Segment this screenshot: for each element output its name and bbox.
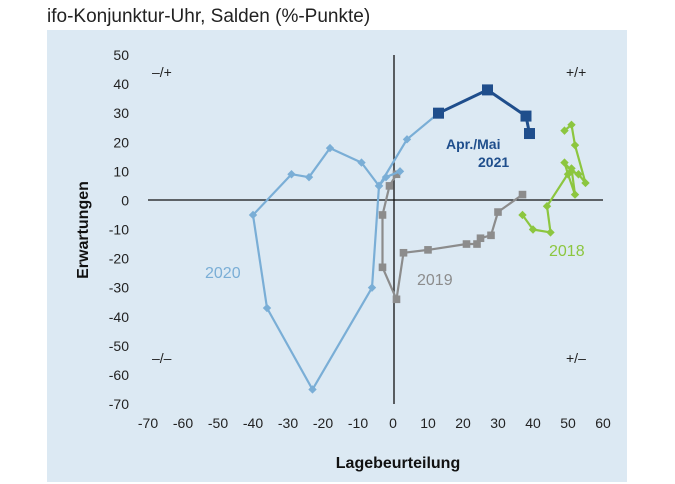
- quadrant-label-bottom-left: –/–: [152, 350, 172, 366]
- x-tick-label: 0: [389, 415, 397, 431]
- y-tick-label: 30: [113, 105, 129, 121]
- data-point: [560, 126, 569, 135]
- x-tick-label: 50: [560, 415, 576, 431]
- y-tick-label: 0: [121, 192, 129, 208]
- y-tick-label: -30: [109, 280, 129, 296]
- data-point: [473, 240, 481, 248]
- series-line-2020: [251, 112, 440, 391]
- x-tick-label: -20: [313, 415, 333, 431]
- y-axis-label: Erwartungen: [75, 181, 92, 279]
- data-point: [287, 170, 296, 179]
- data-point: [367, 283, 377, 292]
- data-point: [528, 225, 538, 234]
- data-point: [476, 234, 485, 243]
- data-point: [325, 143, 335, 153]
- x-tick-label: -70: [138, 415, 158, 431]
- y-tick-label: 20: [113, 134, 129, 150]
- y-tick-label: -50: [109, 338, 129, 354]
- x-tick-label: -40: [243, 415, 263, 431]
- data-point: [374, 181, 384, 191]
- data-point: [248, 210, 258, 220]
- data-point: [560, 158, 569, 167]
- data-point: [378, 211, 387, 219]
- data-point: [518, 210, 527, 220]
- data-point: [402, 135, 412, 144]
- x-tick-label: 30: [490, 415, 506, 431]
- axes-group: [148, 55, 603, 404]
- quadrant-label-top-right: +/+: [566, 64, 586, 80]
- y-tick-label: -70: [109, 396, 129, 412]
- data-point: [494, 208, 502, 216]
- series-label-2021-line1: Apr./Mai: [446, 136, 500, 152]
- series-label-2019: 2019: [417, 272, 453, 289]
- x-tick-label: 10: [420, 415, 436, 431]
- data-point: [542, 202, 552, 211]
- x-tick-label: -10: [348, 415, 368, 431]
- series-line-2018: [521, 123, 587, 234]
- x-tick-labels: -70 -60 -50 -40 -30 -20 -10 0 10 20 30 40 50 60: [138, 415, 611, 431]
- data-point: [424, 246, 432, 254]
- y-tick-label: -10: [109, 222, 129, 238]
- x-tick-label: -50: [208, 415, 228, 431]
- data-point: [518, 190, 527, 199]
- data-point: [487, 231, 495, 240]
- y-tick-label: -20: [109, 251, 129, 267]
- series-label-2018: 2018: [549, 243, 585, 260]
- data-point: [357, 158, 366, 167]
- data-point: [395, 167, 405, 176]
- y-tick-label: 40: [113, 76, 129, 92]
- x-tick-label: 40: [525, 415, 541, 431]
- x-tick-label: -60: [173, 415, 193, 431]
- y-tick-label: 50: [113, 47, 129, 63]
- series-2020: [248, 108, 443, 394]
- data-point: [433, 107, 444, 119]
- data-point: [570, 190, 580, 199]
- data-point: [520, 110, 532, 122]
- series-apr-mai-2021: [433, 84, 535, 140]
- data-point: [385, 182, 394, 190]
- data-point: [574, 170, 583, 179]
- y-tick-label: -40: [109, 309, 129, 325]
- y-tick-labels: -70 -60 -50 -40 -30 -20 -10 0 10 20 30 40 50: [109, 47, 129, 412]
- data-point: [378, 263, 387, 272]
- data-point: [392, 295, 401, 304]
- data-point: [304, 172, 314, 182]
- data-point: [392, 170, 401, 179]
- data-point: [399, 248, 408, 257]
- series-2019: [378, 170, 527, 304]
- quadrant-label-top-left: –/+: [152, 64, 172, 80]
- data-point: [567, 120, 576, 129]
- series-2018: [518, 120, 590, 237]
- series-line-apr-mai-2021: [437, 88, 531, 134]
- series-label-2020: 2020: [205, 265, 241, 282]
- quadrant-label-bottom-right: +/–: [566, 350, 586, 366]
- data-point: [482, 84, 493, 96]
- chart-title: ifo-Konjunktur-Uhr, Salden (%-Punkte): [47, 6, 371, 27]
- y-tick-label: 10: [113, 163, 129, 179]
- data-point: [524, 128, 535, 140]
- data-point: [567, 164, 576, 173]
- plot-background: [47, 30, 627, 482]
- data-point: [462, 240, 471, 248]
- data-point: [262, 303, 272, 313]
- x-tick-label: 20: [455, 415, 471, 431]
- x-axis-label: Lagebeurteilung: [336, 455, 460, 472]
- data-point: [581, 178, 590, 188]
- data-point: [563, 170, 573, 179]
- series-label-2021-line2: 2021: [478, 154, 509, 170]
- data-point: [546, 228, 555, 237]
- data-point: [308, 385, 317, 394]
- data-point: [570, 140, 580, 150]
- data-point: [381, 172, 391, 182]
- x-tick-label: -30: [278, 415, 298, 431]
- y-tick-label: -60: [109, 367, 129, 383]
- x-tick-label: 60: [595, 415, 611, 431]
- series-layer: [248, 84, 590, 394]
